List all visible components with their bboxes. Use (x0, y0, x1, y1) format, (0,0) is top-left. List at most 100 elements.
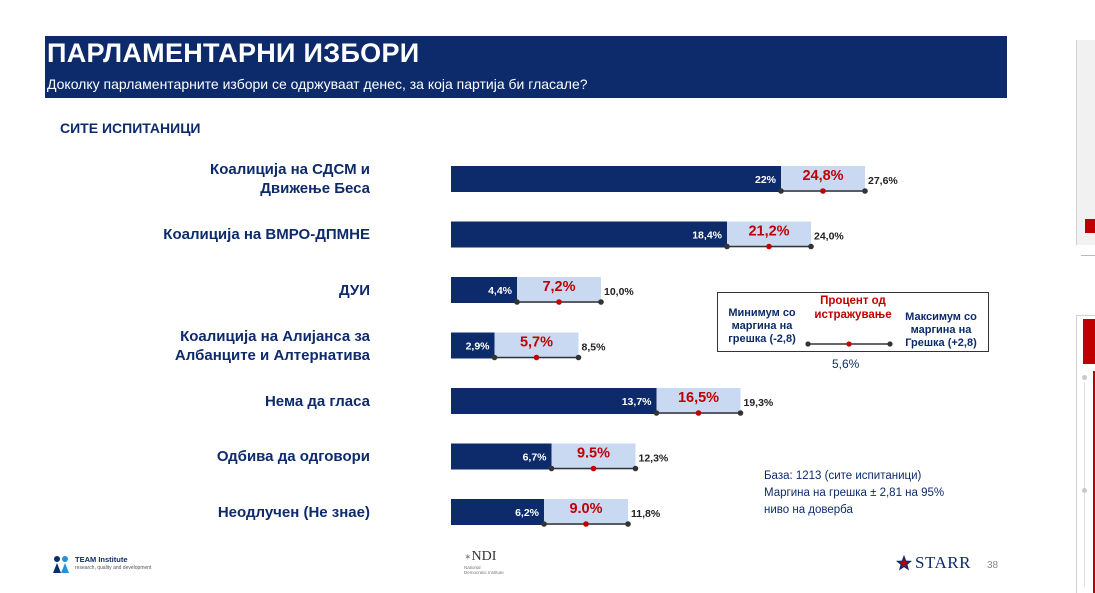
category-label: ДУИ (110, 281, 370, 300)
bar-max-point (625, 521, 631, 527)
category-label-line: Коалиција на СДСМ и (210, 161, 370, 178)
bar-margin-range (656, 388, 741, 414)
team-logo-subtext: research, quality and development (75, 565, 152, 571)
bar-min-point (778, 188, 784, 194)
category-label-line: ДУИ (339, 281, 370, 299)
category-label-line: Неодлучен (Не знае) (217, 503, 370, 521)
bar-min-label: 22% (755, 174, 777, 186)
bar-min-point (724, 243, 730, 250)
bar-margin-range (551, 443, 636, 470)
bar-min-label: 4,4% (488, 285, 513, 297)
category-label-line: Нема да гласа (264, 392, 370, 410)
bar-survey-point (533, 354, 540, 361)
bar-min-label: 13,7% (622, 396, 652, 408)
section-label: СИТЕ ИСПИТАНИЦИ (60, 120, 201, 136)
bar-survey-label: 5,7% (520, 335, 553, 351)
category-label: Коалиција на СДСМ и Движење Беса (110, 160, 370, 198)
bar-minimum (451, 221, 727, 248)
bar-margin-range (494, 332, 579, 359)
footnote-margin: Маргина на грешка ± 2,81 на 95% (764, 487, 945, 499)
category-label-line: Одбива да одговори (216, 448, 370, 465)
next-slide-thumbnail[interactable] (1076, 40, 1095, 256)
bar-minimum (451, 499, 544, 525)
legend-box: Минимум со маргина на грешка (-2,8) Проц… (717, 292, 989, 352)
ndi-logo-subtext: National Democratic Institute (464, 565, 504, 575)
bar-min-label: 6,7% (523, 452, 548, 464)
ndi-star-icon: ✶ (464, 552, 472, 562)
bar-margin-range (781, 166, 865, 192)
bar-max-label: 27,6% (868, 175, 898, 187)
thumbnail-dot (1082, 375, 1087, 380)
legend-max-label: Максимум со маргина на Грешка (+2,8) (905, 311, 977, 349)
bar-max-point (808, 243, 814, 250)
thumbnail-red-edge (1093, 371, 1095, 593)
bar-survey-point (590, 465, 597, 472)
bar-minimum (451, 332, 495, 359)
bar-survey-point (695, 410, 702, 416)
bar-margin-range (727, 221, 811, 248)
bar-survey-label: 9.0% (569, 501, 602, 517)
bar-min-point (491, 354, 498, 361)
starr-star-icon (895, 554, 913, 571)
bar-max-point (575, 354, 582, 361)
bar-chart: 22% 24,8% 27,6% 18,4% 21,2% 24,0% 4,4% 7,2% 10,0… (451, 166, 898, 527)
team-logo-text: TEAM Institute (75, 555, 128, 564)
thumbnail-dot (1082, 488, 1087, 493)
bar-max-label: 24,0% (814, 231, 844, 243)
bar-minimum (451, 388, 657, 414)
category-label-line: Движење Беса (260, 180, 370, 197)
category-label: Нема да гласа (110, 392, 370, 411)
thumbnail-accent (1085, 219, 1095, 233)
category-label: Коалиција на Алијанса за Албанците и Алте… (110, 327, 370, 365)
bar-min-point (548, 465, 555, 472)
bar-max-label: 19,3% (744, 397, 774, 409)
bar-max-label: 12,3% (639, 453, 669, 465)
legend-example-value: 5,6% (832, 357, 860, 371)
bar-max-point (862, 188, 868, 194)
next-slide-thumbnail-2[interactable] (1076, 315, 1095, 593)
starr-logo: STARR (895, 553, 971, 573)
thumbnail-divider (1081, 255, 1095, 256)
bar-survey-point (820, 188, 826, 194)
thumbnail-timeline (1084, 382, 1085, 587)
bar-minimum (451, 277, 517, 303)
bar-survey-point (766, 243, 772, 250)
bar-margin-range (544, 499, 628, 525)
category-label-line: Коалиција на ВМРО-ДПМНЕ (163, 226, 370, 243)
bar-survey-label: 9.5% (577, 446, 610, 462)
bar-min-point (514, 299, 520, 305)
bar-min-label: 18,4% (692, 230, 722, 242)
bar-max-label: 8,5% (582, 342, 607, 354)
bar-min-point (541, 521, 547, 527)
category-label: Одбива да одговори (110, 447, 370, 466)
bar-minimum (451, 166, 781, 192)
bar-survey-label: 21,2% (748, 224, 789, 240)
bar-survey-label: 16,5% (678, 390, 719, 406)
category-label-line: Албанците и Алтернатива (174, 346, 370, 364)
bar-max-point (632, 465, 639, 472)
page-title: ПАРЛАМЕНТАРНИ ИЗБОРИ (47, 38, 420, 68)
team-institute-logo: TEAM Institute research, quality and dev… (50, 553, 151, 575)
team-logo-icon (53, 556, 69, 573)
bar-max-point (737, 410, 744, 416)
slide: ПАРЛАМЕНТАРНИ ИЗБОРИ Доколку парламентар… (45, 36, 1007, 575)
legend-min-label: Минимум со маргина на грешка (-2,8) (728, 307, 796, 345)
bar-min-point (653, 410, 660, 416)
bar-survey-point (556, 299, 562, 305)
category-label: Неодлучен (Не знае) (110, 503, 370, 522)
bar-max-point (598, 299, 604, 305)
bar-min-label: 6,2% (515, 507, 540, 519)
legend-range-line (805, 341, 893, 347)
legend-mid-label: Процент од истражување (814, 295, 892, 321)
bar-survey-label: 7,2% (542, 279, 575, 295)
bar-max-label: 11,8% (631, 508, 661, 520)
thumbnail-accent-2 (1083, 319, 1095, 364)
footnote-base: База: 1213 (сите испитаници) (764, 470, 922, 482)
bar-minimum (451, 443, 552, 470)
ndi-logo: ✶NDI National Democratic Institute (464, 549, 504, 575)
bar-margin-range (517, 277, 601, 303)
bar-max-label: 10,0% (604, 286, 634, 298)
footnote-confidence: ниво на доверба (764, 504, 853, 516)
category-label: Коалиција на ВМРО-ДПМНЕ (110, 225, 370, 244)
footnote: База: 1213 (сите испитаници) Маргина на … (764, 468, 944, 519)
